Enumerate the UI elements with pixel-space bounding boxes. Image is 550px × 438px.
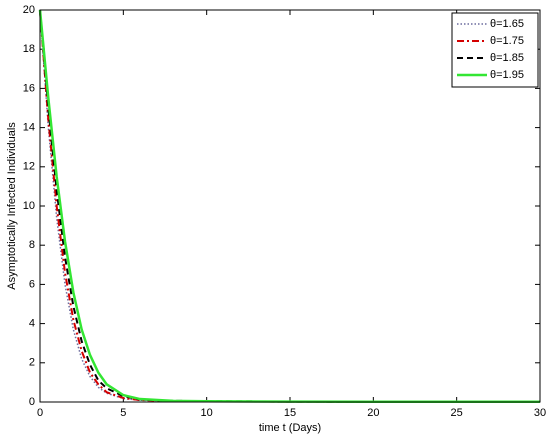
legend-label: θ=1.95	[490, 69, 524, 81]
x-tick-label: 10	[201, 407, 213, 419]
legend-box	[451, 12, 539, 88]
x-axis-label: time t (Days)	[259, 422, 321, 434]
y-tick-label: 4	[29, 318, 35, 330]
y-tick-label: 20	[23, 4, 35, 16]
x-tick-label: 20	[367, 407, 379, 419]
series-line	[39, 9, 540, 403]
y-tick-label: 0	[29, 396, 35, 408]
legend-label: θ=1.65	[490, 18, 524, 30]
y-tick-label: 14	[23, 122, 35, 134]
y-tick-label: 8	[29, 239, 35, 251]
y-tick-label: 12	[23, 161, 35, 173]
y-tick-label: 18	[23, 43, 35, 55]
y-axis-label: Asymptotically Infected Individuals	[6, 122, 18, 290]
legend-label: θ=1.75	[490, 35, 524, 47]
x-tick-label: 25	[451, 407, 463, 419]
x-tick-label: 15	[284, 407, 296, 419]
x-tick-label: 30	[534, 407, 546, 419]
x-tick-label: 5	[120, 407, 126, 419]
y-tick-label: 2	[29, 357, 35, 369]
legend-label: θ=1.85	[490, 52, 524, 64]
plot-frame	[39, 9, 541, 403]
y-tick-label: 10	[23, 200, 35, 212]
y-tick-label: 6	[29, 278, 35, 290]
y-tick-label: 16	[23, 82, 35, 94]
x-tick-label: 0	[37, 407, 43, 419]
